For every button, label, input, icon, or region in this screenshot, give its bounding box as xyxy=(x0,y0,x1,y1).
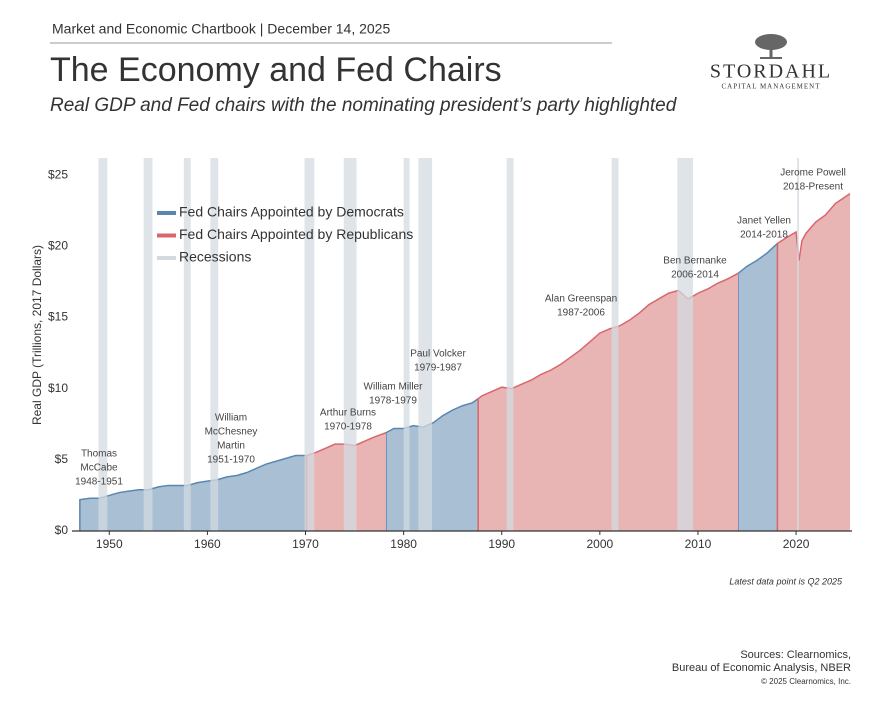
sources: Bureau of Economic Analysis, NBER xyxy=(672,662,851,674)
annotation: Arthur Burns xyxy=(320,408,376,419)
x-tick-label: 1980 xyxy=(390,537,417,551)
annotation: William Miller xyxy=(364,382,424,393)
recession-band xyxy=(506,158,514,531)
y-tick-label: $20 xyxy=(48,238,68,252)
annotation: Ben Bernanke xyxy=(663,256,727,267)
recession-band xyxy=(418,158,433,531)
chart-title: The Economy and Fed Chairs xyxy=(50,51,502,89)
recession-band xyxy=(677,158,694,531)
area xyxy=(478,273,739,531)
legend-label: Fed Chairs Appointed by Republicans xyxy=(179,226,413,242)
annotation: 1951-1970 xyxy=(207,455,255,466)
annotation: William xyxy=(215,413,247,424)
data-note: Latest data point is Q2 2025 xyxy=(729,576,843,586)
recession-band xyxy=(611,158,619,531)
x-tick-label: 2020 xyxy=(783,537,810,551)
recession-band xyxy=(143,158,153,531)
annotation: 1978-1979 xyxy=(369,396,417,407)
recession-band xyxy=(343,158,357,531)
line xyxy=(737,242,778,531)
copyright: © 2025 Clearnomics, Inc. xyxy=(761,677,851,686)
recession-band xyxy=(403,158,410,531)
annotation: 1979-1987 xyxy=(414,363,462,374)
y-tick-label: $15 xyxy=(48,310,68,324)
recession-band xyxy=(210,158,219,531)
annotation: McChesney xyxy=(205,427,258,438)
annotation: Paul Volcker xyxy=(410,349,466,360)
annotation: Jerome Powell xyxy=(780,168,846,179)
x-tick-label: 2010 xyxy=(685,537,712,551)
area xyxy=(738,243,778,531)
area xyxy=(79,455,307,531)
annotation: Thomas xyxy=(81,449,117,460)
kicker: Market and Economic Chartbook | December… xyxy=(52,21,390,37)
x-tick-label: 1950 xyxy=(96,537,123,551)
recession-band xyxy=(183,158,191,531)
recession-band xyxy=(797,158,800,531)
annotation: McCabe xyxy=(80,463,118,474)
y-tick-label: $25 xyxy=(48,167,68,181)
area xyxy=(777,193,851,531)
line xyxy=(776,192,851,531)
logo-name: STORDAHL xyxy=(710,61,832,83)
legend-label: Recessions xyxy=(179,249,251,265)
recession-band xyxy=(98,158,108,531)
annotation: 1948-1951 xyxy=(75,477,123,488)
y-tick-label: $5 xyxy=(55,452,69,466)
annotation: 1970-1978 xyxy=(324,422,372,433)
y-tick-label: $10 xyxy=(48,381,68,395)
annotation: 2018-Present xyxy=(783,182,843,193)
annotation: Martin xyxy=(217,441,245,452)
x-tick-label: 1960 xyxy=(194,537,221,551)
annotation: 2014-2018 xyxy=(740,230,788,241)
annotation: 2006-2014 xyxy=(671,270,719,281)
annotation: Alan Greenspan xyxy=(545,294,617,305)
logo-tree xyxy=(755,34,787,59)
legend-label: Fed Chairs Appointed by Democrats xyxy=(179,204,404,220)
annotation: 1987-2006 xyxy=(557,308,605,319)
y-tick-label: $0 xyxy=(55,523,69,537)
chart-subtitle: Real GDP and Fed chairs with the nominat… xyxy=(50,95,678,116)
sources: Sources: Clearnomics, xyxy=(740,649,851,661)
logo-tagline: CAPITAL MANAGEMENT xyxy=(721,83,820,91)
x-tick-label: 2000 xyxy=(586,537,613,551)
x-tick-label: 1970 xyxy=(292,537,319,551)
x-tick-label: 1990 xyxy=(488,537,515,551)
recession-band xyxy=(304,158,315,531)
annotation: Janet Yellen xyxy=(737,216,791,227)
y-axis-label: Real GDP (Trillions, 2017 Dollars) xyxy=(30,245,44,425)
